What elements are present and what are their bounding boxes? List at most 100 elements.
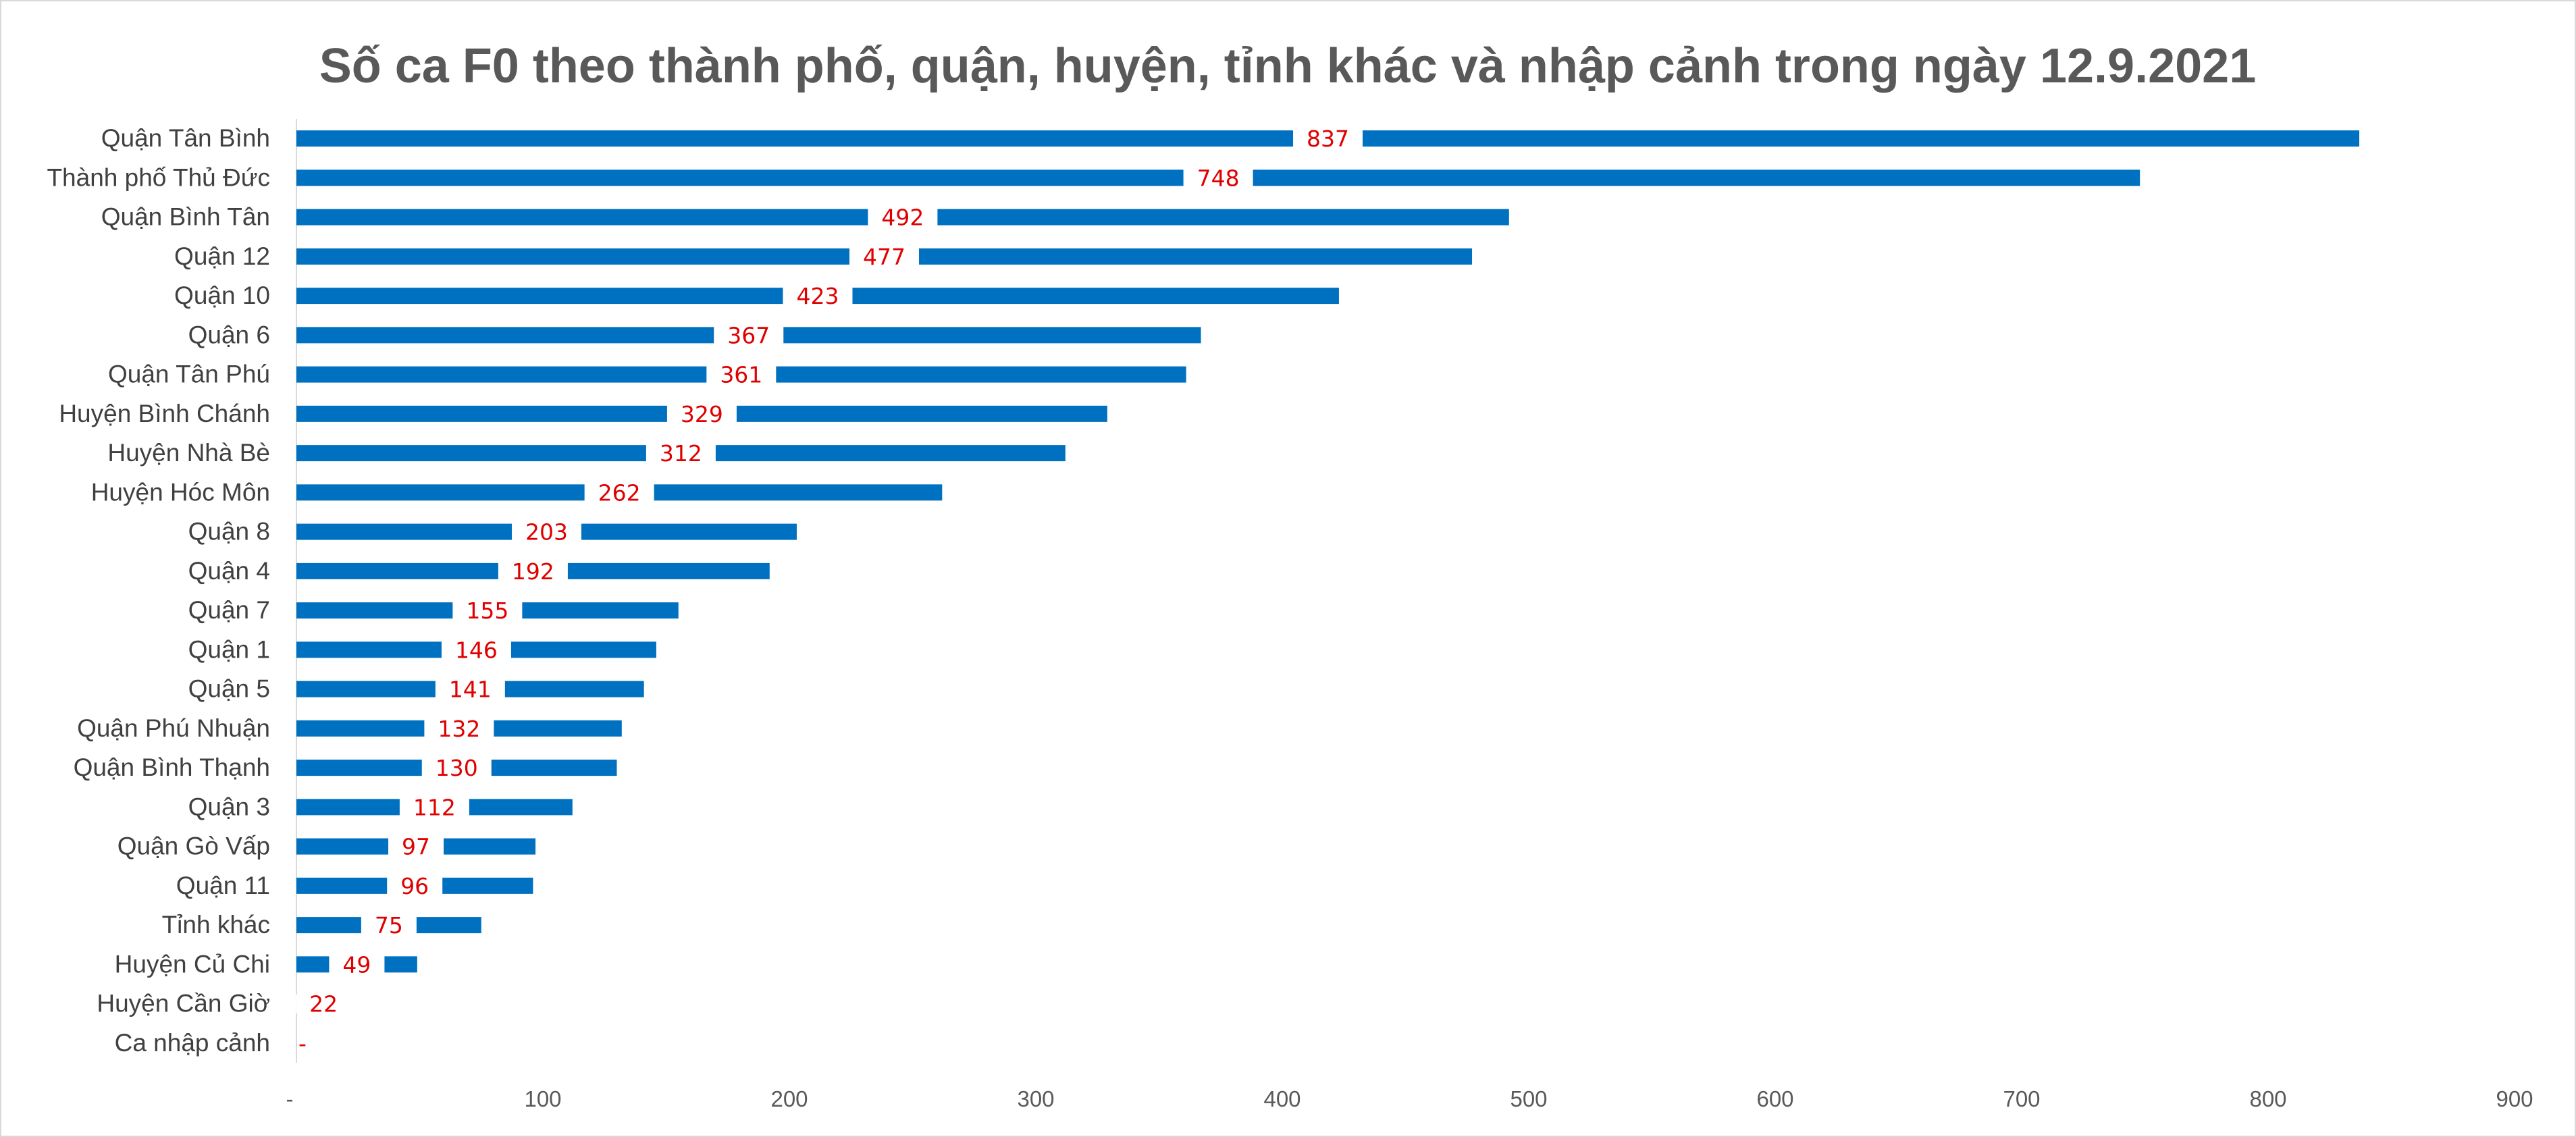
data-label-background [387,876,443,895]
data-label: 492 [881,205,924,231]
data-label-background [424,718,494,738]
category-label: Quận Gò Vấp [117,832,270,860]
data-label: 367 [727,322,770,348]
data-label-background [849,246,920,266]
data-label-group: 49 [329,951,385,978]
data-label: 155 [466,598,508,624]
data-label-background [706,365,777,384]
data-label: 262 [598,479,641,506]
category-label: Huyện Củ Chi [115,950,270,978]
data-label-group: 423 [783,283,853,309]
data-label-group: 367 [714,322,784,348]
category-label: Quận 6 [188,321,270,348]
data-label-group: 361 [706,362,777,388]
data-label-background [329,955,385,974]
data-label-background [1183,168,1253,188]
data-label-group: 97 [388,834,444,860]
category-label: Quận 4 [188,557,270,585]
x-tick-label: 500 [1510,1086,1547,1111]
category-label: Huyện Hóc Môn [91,478,270,506]
category-label: Quận Tân Bình [101,124,270,152]
category-label: Quận 1 [188,635,270,663]
data-label: 477 [863,244,905,270]
bars-group [296,130,2360,1012]
data-label-group: 146 [441,637,511,663]
data-label-group: 130 [421,755,492,781]
data-label-group: 112 [399,794,469,820]
chart-title: Số ca F0 theo thành phố, quận, huyện, tỉ… [319,39,2257,93]
data-label: - [298,1030,307,1057]
data-label-background [511,522,581,541]
data-label: 748 [1197,165,1240,191]
category-label: Thành phố Thủ Đức [47,163,270,191]
category-label: Quận Bình Tân [101,203,270,231]
data-label-background [296,994,352,1013]
category-labels: Quận Tân Bình Thành phố Thủ Đức Quận Bình … [47,124,270,1057]
x-tick-label: 400 [1263,1086,1300,1111]
data-label-background [435,679,505,699]
data-label-group: 748 [1183,165,1253,191]
data-label: 22 [309,991,338,1017]
category-label: Huyện Cần Giờ [97,990,270,1017]
data-label-group: 192 [498,558,568,585]
data-label-background [584,483,654,502]
category-label: Ca nhập cảnh [115,1029,270,1057]
x-tick-label: - [286,1086,294,1111]
category-label: Quận 3 [188,793,270,820]
category-label: Quận 11 [176,872,270,899]
category-label: Huyện Nhà Bè [107,439,270,467]
category-label: Quận 10 [174,282,270,309]
data-label: 192 [512,558,554,585]
data-label-group: 22 [296,991,352,1017]
data-label: 112 [413,794,456,820]
data-label-group: 96 [387,873,443,899]
data-label: 96 [400,873,429,899]
data-label: 75 [375,912,403,938]
category-label: Quận 8 [188,518,270,546]
data-label-background [388,837,444,856]
x-tick-label: 100 [524,1086,561,1111]
data-label-background [868,207,938,227]
data-label: 130 [436,755,478,781]
data-label: 146 [455,637,498,663]
data-label: 312 [660,440,702,467]
data-label-group: 203 [511,519,581,546]
category-label: Quận 12 [174,242,270,270]
data-label: 361 [720,362,762,388]
data-label-group: 262 [584,479,654,506]
data-label-background [714,325,784,345]
data-label-background [666,404,737,423]
x-tick-label: 300 [1017,1086,1054,1111]
data-label-group: 141 [435,677,505,703]
data-label: 203 [525,519,568,546]
data-label: 329 [681,401,723,427]
data-label-group: 492 [868,205,938,231]
data-label-background [498,561,568,581]
data-label-group: 132 [424,716,494,742]
data-label-background [452,601,523,620]
data-label-group: 155 [452,598,523,624]
data-label: 97 [402,834,430,860]
x-axis-tick-labels: - 100 200 300 400 500 600 700 800 900 [286,1086,2533,1111]
data-label-background [421,758,492,778]
data-label-background [646,444,716,463]
category-label: Quận Tân Phú [108,361,270,388]
data-label-group: 75 [361,912,417,938]
data-label-background [1293,129,1363,149]
category-label: Quận 7 [188,596,270,624]
data-label: 837 [1307,126,1349,152]
x-tick-label: 700 [2003,1086,2040,1111]
category-label: Quận Bình Thạnh [74,753,270,781]
data-label: 132 [438,716,480,742]
category-label: Huyện Bình Chánh [59,400,270,427]
category-label: Quận Phú Nhuận [77,714,270,742]
category-label: Tỉnh khác [162,911,270,938]
x-tick-label: 800 [2249,1086,2286,1111]
data-label-group: 837 [1293,126,1363,152]
x-tick-label: 900 [2496,1086,2533,1111]
data-label-background [399,797,469,817]
data-label-group: 329 [666,401,737,427]
data-label-group: 477 [849,244,920,270]
